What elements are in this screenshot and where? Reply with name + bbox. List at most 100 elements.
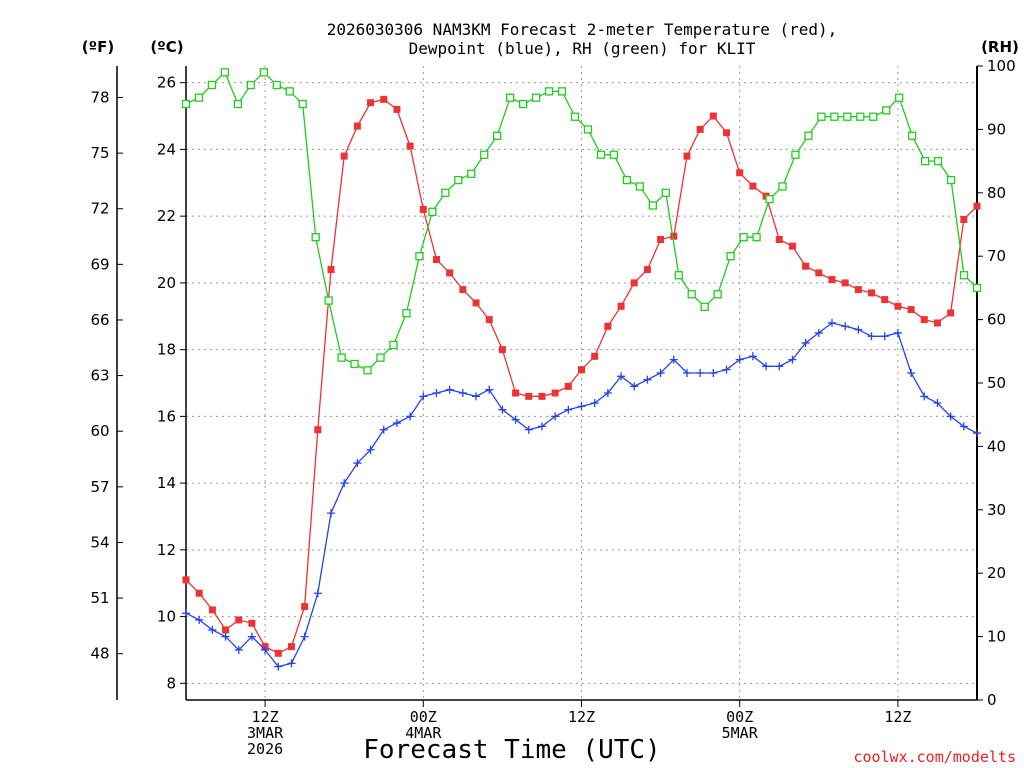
temperature-point [815, 269, 823, 277]
temperature-point [340, 152, 348, 160]
dewpoint-point [669, 355, 678, 364]
temperature-point [380, 95, 388, 103]
rh-point [933, 156, 943, 166]
dewpoint-point [748, 352, 757, 361]
temperature-point [802, 262, 810, 270]
dewpoint-point [564, 405, 573, 414]
dewpoint-point [353, 459, 362, 468]
dewpoint-point [432, 389, 441, 398]
dewpoint-line [185, 322, 978, 668]
temperature-point [578, 366, 585, 374]
temperature-point [564, 382, 572, 390]
rh-point [557, 87, 567, 96]
dewpoint-point [419, 392, 428, 401]
rh-point [920, 156, 930, 166]
rh-point [635, 182, 645, 191]
rh-point [674, 271, 683, 280]
dewpoint-point [392, 419, 401, 428]
rh-point [661, 188, 670, 197]
rh-unit-label: (RH) [981, 38, 1019, 56]
temperature-point [406, 142, 414, 150]
temperature-point [512, 389, 520, 397]
temperature-point [907, 306, 915, 314]
dewpoint-point [920, 392, 929, 401]
temperature-point [604, 322, 612, 330]
temperature-point [367, 99, 375, 107]
temperature-point [248, 619, 256, 627]
rh-tick-label: 0 [987, 691, 997, 709]
rh-point [570, 112, 580, 121]
dewpoint-point [893, 328, 902, 337]
rh-point [363, 366, 372, 375]
temperature-point [947, 309, 955, 317]
temperature-point [353, 122, 361, 130]
rh-point [350, 359, 359, 369]
rh-tick-label: 100 [987, 57, 1016, 75]
dewpoint-point [511, 415, 520, 424]
fahrenheit-tick-label: 48 [90, 645, 109, 663]
temperature-point [894, 302, 902, 310]
rh-point [791, 150, 800, 159]
temperature-point [657, 236, 665, 244]
dewpoint-point [182, 609, 190, 618]
dewpoint-point [445, 385, 454, 394]
rh-point [337, 353, 346, 362]
celsius-tick-label: 24 [157, 140, 176, 158]
temperature-point [301, 603, 309, 611]
dewpoint-point [313, 589, 322, 598]
rh-point [817, 112, 826, 121]
rh-tick-label: 50 [987, 374, 1006, 392]
temperature-point [775, 236, 783, 244]
temperature-point [643, 266, 651, 274]
dewpoint-point [933, 399, 942, 408]
rh-point [778, 182, 787, 191]
celsius-tick-label: 22 [157, 207, 176, 225]
tick-labels: 8 10 12 14 16 18 20 22 24 26 48 51 54 57 60 63 66 69 72 75 7… [90, 57, 1015, 758]
temperature-point [683, 152, 691, 160]
dewpoint-point [973, 429, 981, 438]
temperature-point [973, 202, 981, 210]
celsius-tick-label: 12 [157, 541, 176, 559]
dewpoint-point [340, 479, 349, 488]
temperature-point [459, 286, 467, 294]
x-tick-label: 00Z [726, 708, 753, 726]
rh-point [207, 80, 217, 90]
temperature-point [538, 392, 546, 400]
rh-point [506, 93, 515, 102]
fahrenheit-tick-label: 63 [90, 367, 109, 385]
rh-point [946, 175, 956, 185]
rh-point [765, 194, 774, 204]
fahrenheit-tick-label: 75 [90, 144, 109, 162]
x-tick-label: 00Z [410, 708, 437, 726]
dewpoint-point [366, 445, 375, 454]
rh-point [596, 150, 606, 159]
dewpoint-point [656, 368, 665, 377]
rh-point [376, 353, 385, 362]
dewpoint-point [801, 338, 810, 347]
celsius-tick-label: 18 [157, 341, 176, 359]
temperature-point [630, 279, 638, 287]
temperature-point [419, 205, 427, 213]
rh-point [415, 252, 424, 261]
rh-point [726, 252, 735, 261]
rh-point [804, 131, 813, 140]
dewpoint-point [696, 368, 705, 377]
dewpoint-point [814, 328, 823, 337]
fahrenheit-tick-label: 72 [90, 200, 109, 218]
rh-point [272, 80, 281, 90]
temperature-point [841, 279, 849, 287]
dewpoint-point [854, 325, 863, 334]
dewpoint-point [195, 615, 204, 624]
celsius-tick-label: 10 [157, 608, 176, 626]
rh-point [311, 233, 320, 242]
temperature-point [723, 129, 731, 137]
rh-tick-label: 20 [987, 564, 1006, 582]
dewpoint-point [472, 392, 481, 401]
dewpoint-point [617, 372, 626, 381]
rh-point [389, 340, 398, 350]
fahrenheit-tick-label: 69 [90, 255, 109, 273]
x-tick-label: 12Z [568, 708, 595, 726]
dewpoint-point [827, 318, 836, 327]
celsius-tick-label: 26 [157, 74, 176, 92]
temperature-point [617, 302, 625, 310]
